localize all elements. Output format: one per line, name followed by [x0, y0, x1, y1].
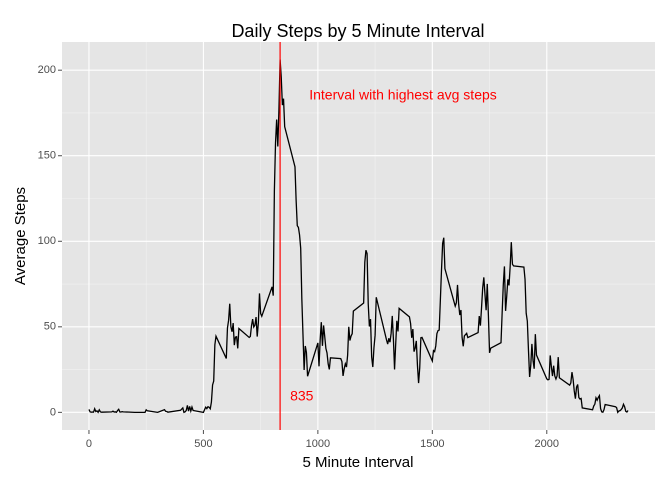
x-tick-label: 0	[86, 438, 92, 450]
grid	[62, 42, 655, 430]
annotation: Interval with highest avg steps	[309, 87, 497, 103]
y-tick-label: 50	[44, 321, 56, 333]
marks	[88, 42, 629, 430]
y-tick-label: 0	[50, 406, 56, 418]
y-tick-label: 100	[38, 235, 56, 247]
plot-panel	[62, 42, 655, 430]
x-axis-title: 5 Minute Interval	[303, 454, 414, 471]
line	[88, 59, 629, 414]
chart-title: Daily Steps by 5 Minute Interval	[231, 21, 484, 41]
x-tick-label: 2000	[535, 438, 559, 450]
y-tick-label: 150	[38, 150, 56, 162]
x-tick-label: 500	[194, 438, 212, 450]
y-axis-title: Average Steps	[12, 187, 29, 285]
reference-label: 835	[290, 388, 314, 404]
y-tick-label: 200	[38, 64, 56, 76]
x-tick-label: 1500	[420, 438, 444, 450]
x-tick-label: 1000	[306, 438, 330, 450]
